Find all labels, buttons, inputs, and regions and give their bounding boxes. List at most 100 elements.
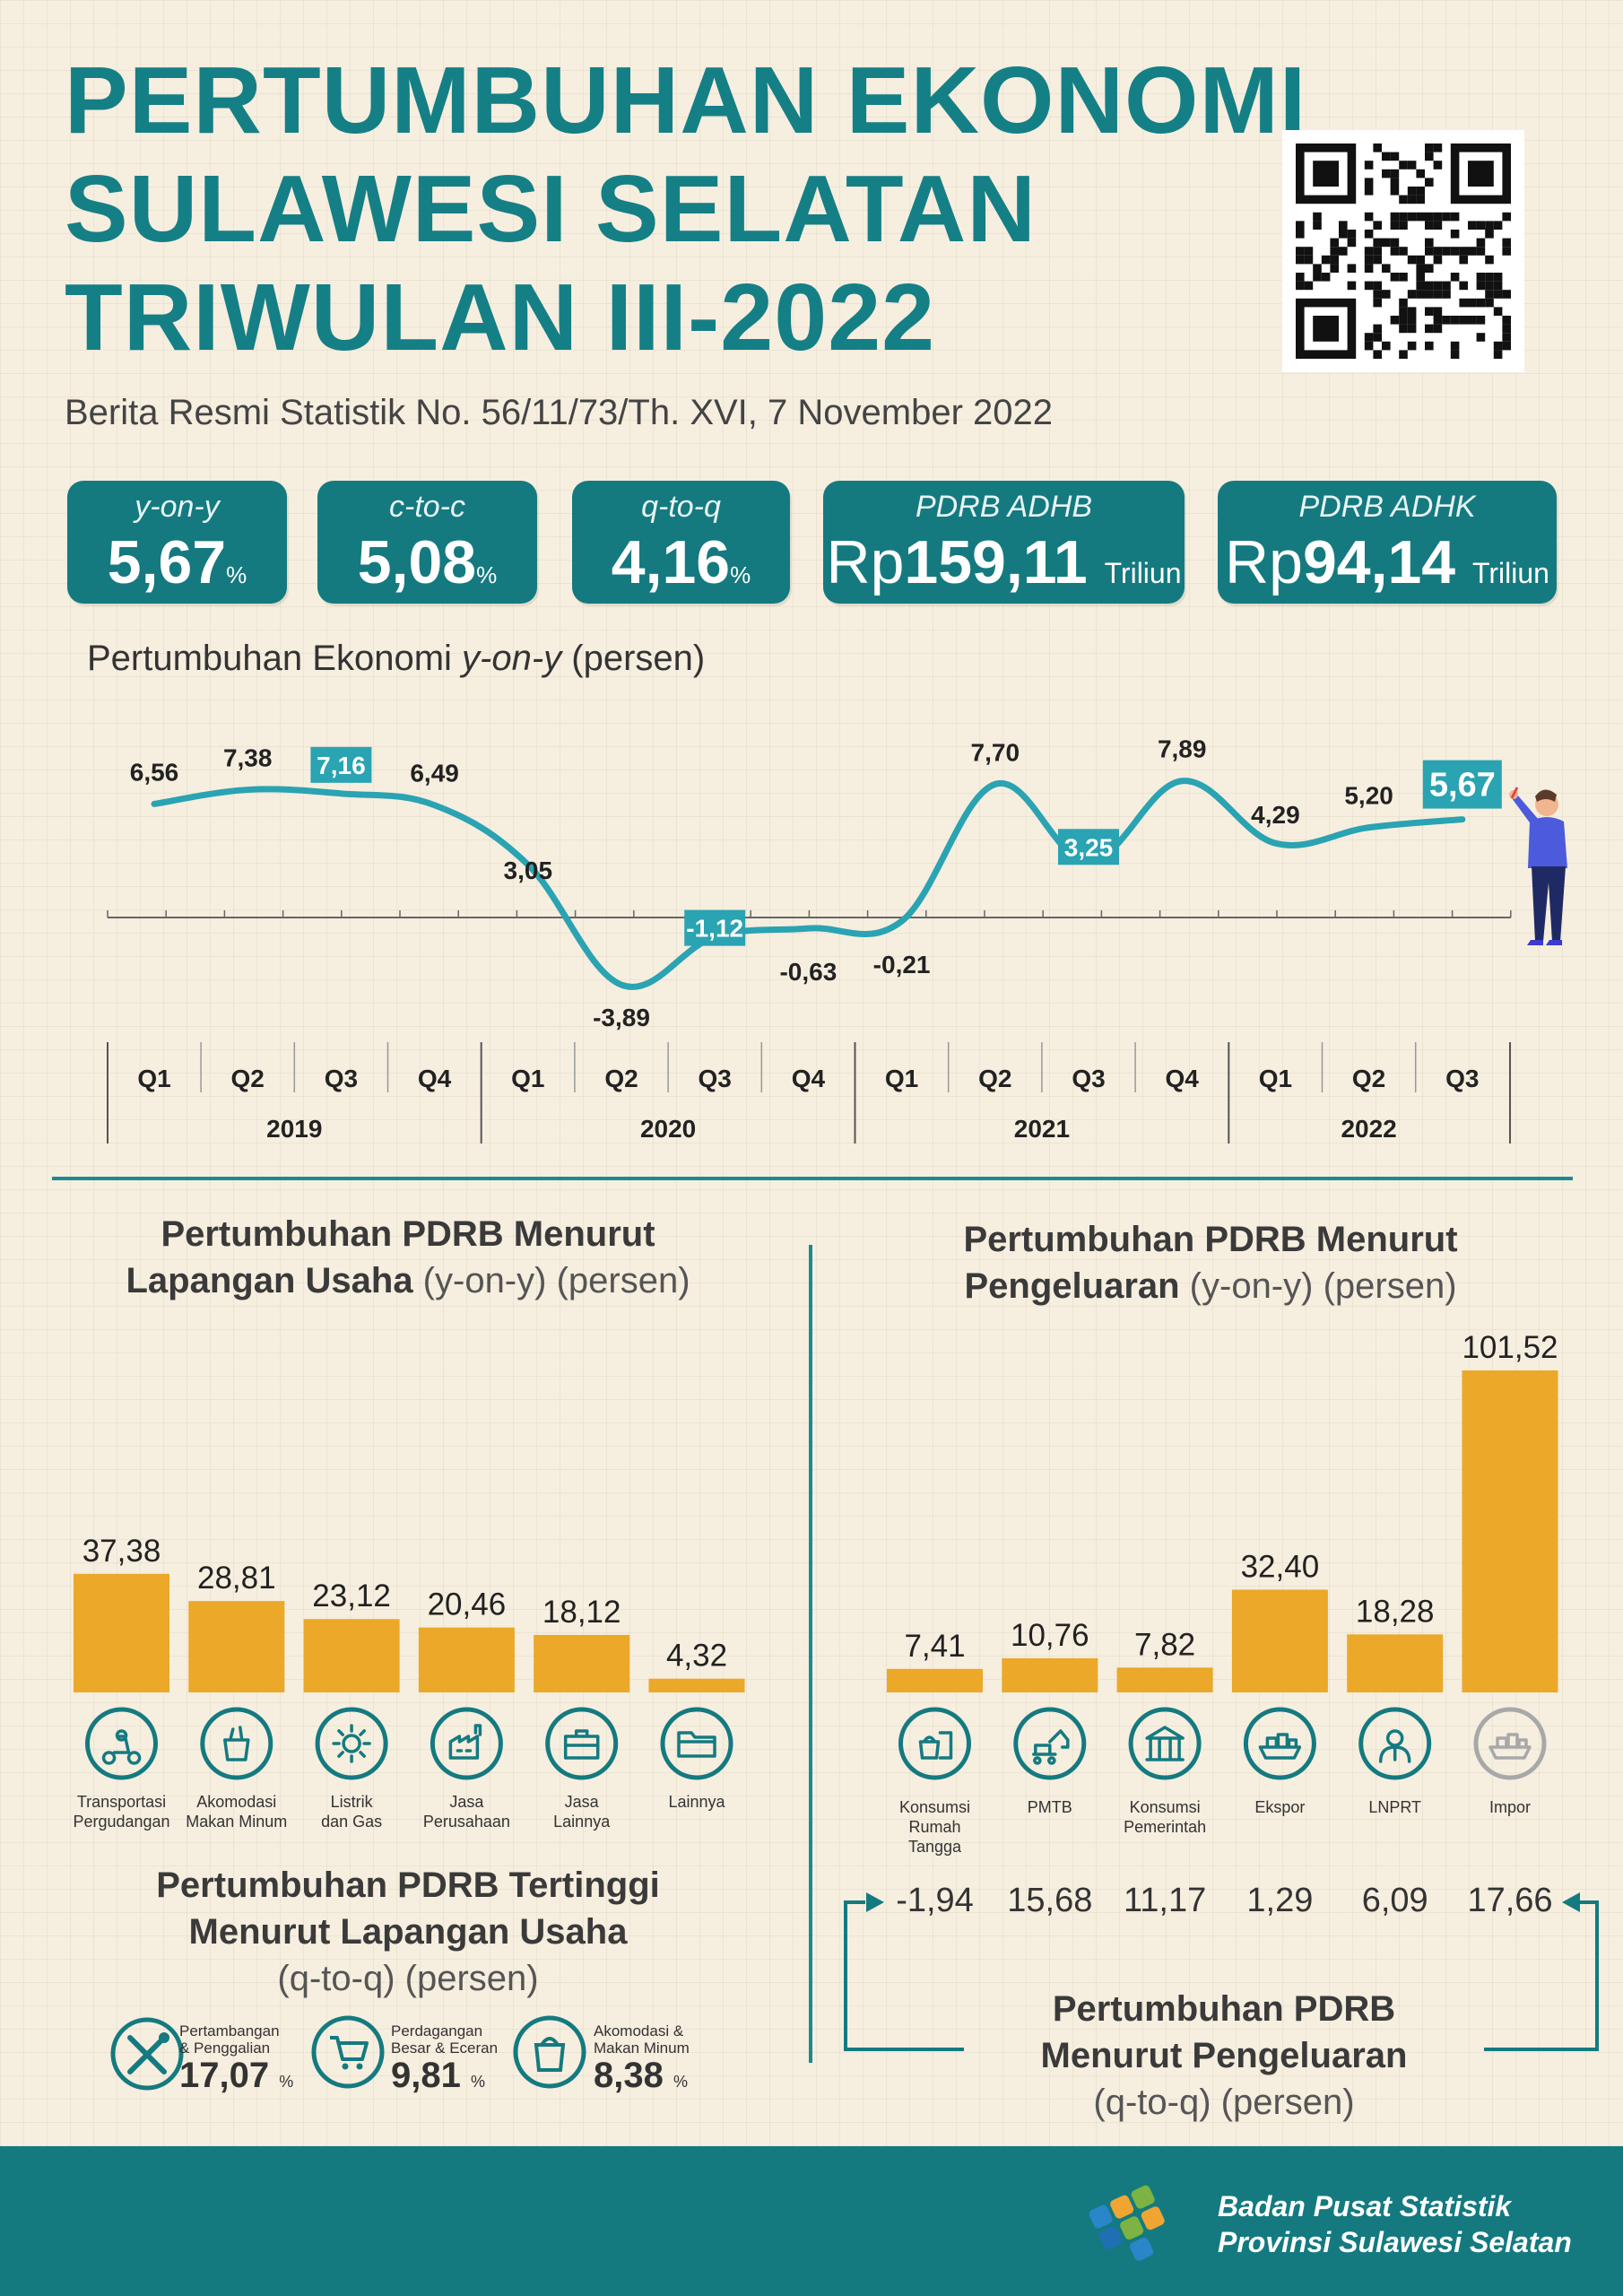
- qr-module: [1425, 221, 1434, 230]
- qr-module: [1304, 255, 1314, 265]
- bar-value-label: 4,32: [666, 1639, 727, 1674]
- qr-module: [1399, 298, 1408, 308]
- icon-circle: [1243, 1707, 1316, 1780]
- qr-module: [1433, 281, 1443, 291]
- highest-title: Pertumbuhan PDRB Tertinggi Menurut Lapan…: [54, 1862, 762, 2002]
- qr-module: [1450, 247, 1460, 256]
- icon-label-line: LNPRT: [1368, 1798, 1422, 1816]
- left-icon-row: [85, 1707, 733, 1780]
- bar-value-label: 18,28: [1356, 1594, 1435, 1629]
- bar: [1462, 1370, 1558, 1692]
- qr-module: [1493, 221, 1503, 230]
- bar-value-label: 10,76: [1011, 1618, 1089, 1653]
- qr-module: [1485, 298, 1494, 308]
- bar: [887, 1668, 983, 1692]
- bar: [1116, 1667, 1213, 1692]
- qr-module: [1502, 324, 1511, 334]
- qr-module: [1502, 341, 1511, 351]
- person-pants: [1532, 866, 1566, 942]
- qr-module: [1476, 298, 1486, 308]
- card-adhb-number: 159,11: [904, 528, 1088, 596]
- bar: [1231, 1589, 1328, 1692]
- qr-module: [1433, 316, 1443, 325]
- icon-label: Listrik dan Gas: [298, 1792, 405, 1831]
- highest-item-1-value: 17,07 %: [179, 2056, 293, 2096]
- icon-label: LNPRT: [1341, 1797, 1449, 1817]
- qr-module: [1433, 307, 1443, 316]
- qr-module: [1347, 281, 1357, 291]
- bar: [74, 1573, 169, 1692]
- scooter-icon: [101, 1729, 142, 1765]
- qtoq-value: 17,66: [1467, 1882, 1553, 1919]
- qr-module: [1364, 341, 1374, 351]
- data-label: -3,89: [593, 1004, 650, 1031]
- qr-module: [1485, 221, 1494, 230]
- right-qtoq-title-line1: Pertumbuhan PDRB: [1052, 1989, 1396, 2029]
- highest-title-line2: Menurut Lapangan Usaha: [188, 1912, 628, 1952]
- pickaxe-icon: [110, 2017, 184, 2091]
- year-label: 2020: [640, 1115, 696, 1143]
- bar-value-label: 28,81: [197, 1561, 276, 1596]
- quarter-tick-label: Q1: [885, 1065, 918, 1092]
- icon-label: Konsumsi Pemerintah: [1111, 1797, 1219, 1837]
- qr-module: [1390, 178, 1400, 187]
- qr-module: [1425, 247, 1434, 256]
- left-panel-title: Pertumbuhan PDRB Menurut Lapangan Usaha …: [54, 1211, 762, 1304]
- right-panel-title-line2-rest: (y-on-y) (persen): [1179, 1266, 1457, 1306]
- qr-module: [1493, 290, 1503, 299]
- qr-module: [1493, 307, 1503, 316]
- qr-module: [1330, 255, 1339, 265]
- icon-label: Transportasi Pergudangan: [68, 1792, 176, 1831]
- person-shoes: [1527, 940, 1562, 945]
- qr-module: [1364, 161, 1374, 170]
- icon-label: PMTB: [996, 1797, 1104, 1817]
- right-panel-title: Pertumbuhan PDRB Menurut Pengeluaran (y-…: [843, 1216, 1578, 1309]
- card-adhk-unit: Triliun: [1472, 557, 1549, 589]
- right-panel-title-line2-bold: Pengeluaran: [964, 1266, 1180, 1306]
- qr-module: [1468, 316, 1477, 325]
- highest-title-line1: Pertumbuhan PDRB Tertinggi: [156, 1866, 660, 1905]
- icon-circle: [200, 1707, 273, 1780]
- qr-module: [1450, 341, 1460, 351]
- factory-icon: [448, 1724, 482, 1760]
- quarter-tick-label: Q3: [1445, 1065, 1479, 1092]
- qr-module: [1502, 247, 1511, 256]
- bar-value-label: 32,40: [1241, 1549, 1320, 1584]
- bps-logo-icon: [1089, 2185, 1165, 2261]
- qr-module: [1364, 255, 1374, 265]
- card-ctoc-label: c-to-c: [389, 490, 465, 524]
- highest-item-1-line1: Pertambangan: [179, 2022, 280, 2039]
- footer-org-line1: Badan Pusat Statistik: [1218, 2190, 1512, 2222]
- qr-module: [1476, 238, 1486, 248]
- qr-module: [1425, 341, 1434, 351]
- data-label: 5,20: [1344, 782, 1393, 810]
- bar: [418, 1627, 515, 1692]
- bar: [1347, 1634, 1444, 1692]
- highest-item-2-line1: Perdagangan: [391, 2022, 483, 2039]
- qr-module: [1390, 152, 1400, 161]
- card-adhk-label: PDRB ADHK: [1298, 490, 1476, 524]
- bar: [534, 1634, 630, 1692]
- quarter-tick-label: Q2: [231, 1065, 265, 1092]
- qtoq-bracket: [844, 1892, 1599, 2051]
- qr-module: [1364, 178, 1374, 187]
- card-adhk: PDRB ADHK Rp94,14 Triliun: [1218, 481, 1557, 604]
- card-qtoq-value: 4,16%: [572, 527, 790, 597]
- person-hair: [1535, 789, 1557, 802]
- qr-module: [1433, 255, 1443, 265]
- qr-code[interactable]: [1282, 130, 1524, 372]
- qr-module: [1399, 273, 1408, 282]
- highest-item-1-unit: %: [279, 2073, 294, 2091]
- qr-module: [1450, 230, 1460, 239]
- qr-module: [1407, 341, 1417, 351]
- qr-module: [1442, 247, 1451, 256]
- left-panel-title-line1: Pertumbuhan PDRB Menurut: [161, 1214, 655, 1254]
- qr-module: [1450, 273, 1460, 282]
- qr-module: [1416, 264, 1425, 273]
- line-chart-title-italic: y-on-y: [462, 639, 562, 678]
- footer-org: Badan Pusat Statistik Provinsi Sulawesi …: [1218, 2188, 1572, 2260]
- icon-label: Akomodasi Makan Minum: [183, 1792, 291, 1831]
- government-building-icon: [1145, 1726, 1185, 1761]
- card-adhb-prefix: Rp: [826, 528, 905, 596]
- qr-module: [1373, 281, 1382, 291]
